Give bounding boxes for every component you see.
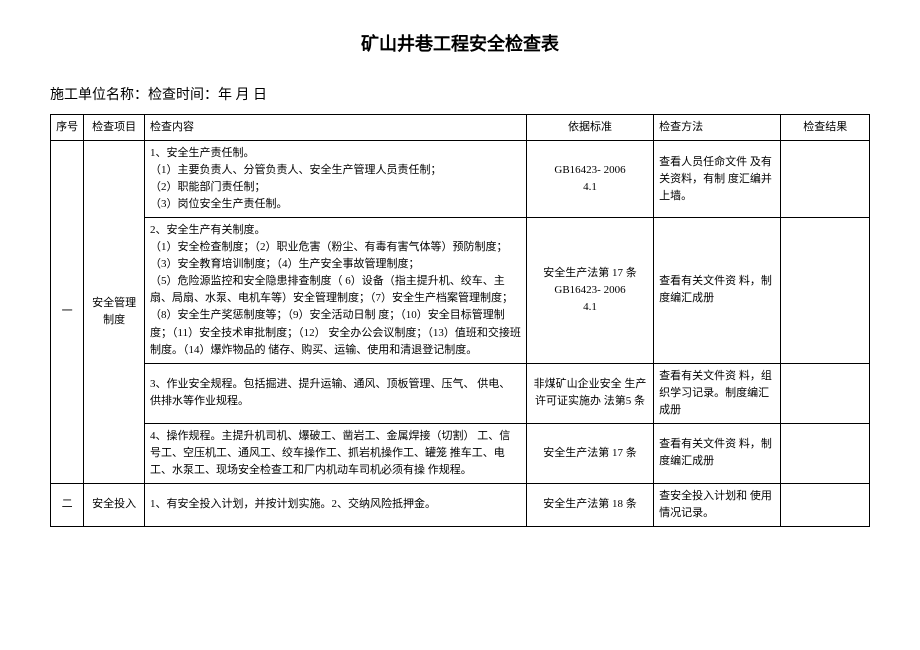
header-result: 检查结果 — [781, 115, 870, 141]
table-row: 2、安全生产有关制度。（1）安全检查制度；（2）职业危害（粉尘、有毒有害气体等）… — [51, 218, 870, 363]
cell-method: 查安全投入计划和 使用情况记录。 — [654, 483, 781, 526]
header-basis: 依据标准 — [526, 115, 653, 141]
cell-method: 查看有关文件资 料，制度编汇成册 — [654, 218, 781, 363]
cell-basis: 安全生产法第 17 条GB16423- 20064.1 — [526, 218, 653, 363]
cell-content: 1、有安全投入计划，并按计划实施。2、交纳风险抵押金。 — [145, 483, 527, 526]
cell-result — [781, 483, 870, 526]
cell-basis: 安全生产法第 18 条 — [526, 483, 653, 526]
header-item: 检查项目 — [84, 115, 145, 141]
cell-seq: 二 — [51, 483, 84, 526]
page-title: 矿山井巷工程安全检查表 — [50, 30, 870, 56]
inspection-table: 序号 检查项目 检查内容 依据标准 检查方法 检查结果 一 安全管理 制度 1、… — [50, 114, 870, 527]
cell-content: 4、操作规程。主提升机司机、爆破工、凿岩工、金属焊接（切割） 工、信号工、空压机… — [145, 423, 527, 483]
header-method: 检查方法 — [654, 115, 781, 141]
cell-content: 2、安全生产有关制度。（1）安全检查制度；（2）职业危害（粉尘、有毒有害气体等）… — [145, 218, 527, 363]
cell-result — [781, 423, 870, 483]
cell-result — [781, 363, 870, 423]
cell-basis: 非煤矿山企业安全 生产许可证实施办 法第5 条 — [526, 363, 653, 423]
cell-method: 查看人员任命文件 及有关资料，有制 度汇编并上墙。 — [654, 141, 781, 218]
table-row: 3、作业安全规程。包括掘进、提升运输、通风、顶板管理、压气、 供电、供排水等作业… — [51, 363, 870, 423]
table-row: 4、操作规程。主提升机司机、爆破工、凿岩工、金属焊接（切割） 工、信号工、空压机… — [51, 423, 870, 483]
table-row: 一 安全管理 制度 1、安全生产责任制。（1）主要负责人、分管负责人、安全生产管… — [51, 141, 870, 218]
cell-method: 查看有关文件资 料，制度编汇成册 — [654, 423, 781, 483]
cell-content: 3、作业安全规程。包括掘进、提升运输、通风、顶板管理、压气、 供电、供排水等作业… — [145, 363, 527, 423]
cell-content: 1、安全生产责任制。（1）主要负责人、分管负责人、安全生产管理人员责任制；（2）… — [145, 141, 527, 218]
cell-item: 安全管理 制度 — [84, 141, 145, 484]
cell-method: 查看有关文件资 料，组织学习记录。制度编汇成册 — [654, 363, 781, 423]
cell-basis: GB16423- 20064.1 — [526, 141, 653, 218]
cell-seq: 一 — [51, 141, 84, 484]
header-content: 检查内容 — [145, 115, 527, 141]
table-row: 二 安全投入 1、有安全投入计划，并按计划实施。2、交纳风险抵押金。 安全生产法… — [51, 483, 870, 526]
cell-basis: 安全生产法第 17 条 — [526, 423, 653, 483]
cell-item: 安全投入 — [84, 483, 145, 526]
table-header-row: 序号 检查项目 检查内容 依据标准 检查方法 检查结果 — [51, 115, 870, 141]
meta-line: 施工单位名称：检查时间：年 月 日 — [50, 84, 870, 104]
header-seq: 序号 — [51, 115, 84, 141]
cell-result — [781, 141, 870, 218]
cell-result — [781, 218, 870, 363]
